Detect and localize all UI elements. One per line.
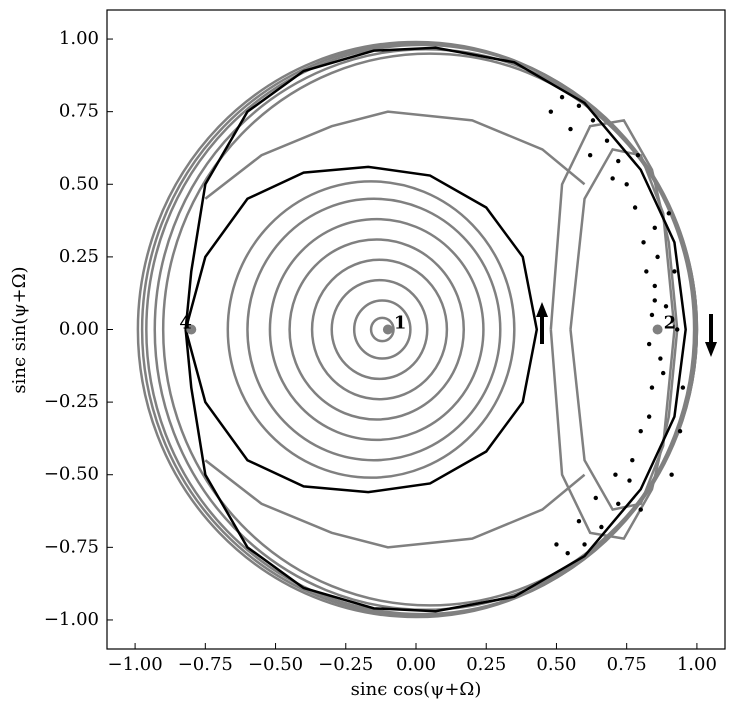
contour-curve: [569, 148, 676, 511]
contour-circle: [246, 197, 502, 462]
y-tick-label: −0.25: [44, 391, 99, 412]
y-tick-label: 0.25: [59, 246, 99, 267]
cassini-state-label: 2: [664, 313, 677, 334]
contour-circle: [288, 238, 466, 421]
trajectory-point: [632, 205, 638, 210]
trajectory-point: [630, 458, 635, 463]
trajectory-point: [663, 304, 669, 309]
separatrix: [184, 46, 687, 613]
x-tick-label: 0.75: [607, 654, 647, 675]
separatrix: [184, 165, 539, 494]
trajectory-point: [582, 542, 587, 547]
trajectory-point: [610, 176, 615, 181]
trajectory-point: [599, 524, 604, 530]
x-tick-label: −0.75: [178, 654, 233, 675]
cassini-state: [186, 324, 197, 335]
trajectory-point: [627, 478, 632, 483]
trajectory-point: [565, 550, 570, 556]
trajectory-point: [658, 356, 663, 361]
y-tick-label: 1.00: [59, 28, 99, 49]
x-tick-label: 0.50: [536, 654, 576, 675]
trajectory-point: [590, 118, 596, 123]
trajectory-point: [613, 472, 618, 477]
trajectory-point: [669, 472, 674, 477]
trajectory-point: [568, 126, 573, 132]
trajectory-point: [616, 501, 621, 506]
trajectory-point: [652, 283, 657, 289]
trajectory-point: [554, 542, 559, 547]
x-tick-label: −0.25: [318, 654, 373, 675]
contour-circle: [330, 278, 429, 381]
x-tick-label: 0.00: [396, 654, 436, 675]
y-tick-label: −0.50: [44, 464, 99, 485]
x-axis-label: sinϵ cos(ψ+Ω): [351, 679, 482, 700]
contour-curve: [204, 459, 586, 549]
trajectory-point: [559, 94, 565, 100]
x-tick-label: 0.25: [466, 654, 506, 675]
y-tick-label: 0.00: [59, 319, 99, 340]
trajectory-point: [655, 254, 660, 260]
trajectory-point: [666, 211, 672, 216]
y-tick-label: −0.75: [44, 536, 99, 557]
x-tick-label: −0.50: [248, 654, 303, 675]
trajectory-point: [652, 298, 657, 303]
cassini-state-label: 1: [394, 313, 407, 334]
trajectory-point: [675, 327, 680, 332]
trajectory-point: [661, 370, 666, 376]
contour-circle: [161, 52, 699, 607]
trajectory-point: [644, 269, 649, 274]
contour-circle: [369, 316, 395, 343]
trajectory-point: [646, 414, 652, 419]
trajectory-point: [677, 428, 683, 434]
trajectory-point: [624, 182, 629, 187]
trajectory-point: [576, 519, 582, 524]
contour-curve: [204, 110, 586, 200]
trajectory-point: [604, 138, 610, 143]
arrow-down-head: [705, 342, 717, 357]
trajectory-point: [672, 269, 677, 274]
arrow-up-head: [536, 302, 548, 317]
contour-circle: [352, 299, 412, 360]
contour-circle: [268, 217, 485, 442]
cassini-state-label: 4: [179, 313, 192, 334]
contour-circle: [140, 42, 697, 617]
trajectory-point: [635, 153, 641, 158]
cassini-state: [382, 324, 393, 335]
contour-circle: [310, 258, 449, 401]
y-tick-label: 0.50: [59, 173, 99, 194]
arrows: [536, 302, 717, 357]
contour-circle: [136, 40, 696, 619]
cassini-state: [652, 324, 663, 335]
trajectory-point: [576, 103, 582, 109]
y-axis-label: sinϵ sin(ψ+Ω): [9, 266, 30, 393]
trajectory-point: [616, 158, 621, 164]
y-tick-label: −1.00: [44, 609, 99, 630]
trajectory-point: [548, 109, 554, 114]
trajectory-point: [593, 495, 598, 501]
trajectory-point: [587, 153, 593, 158]
trajectory-point: [638, 428, 643, 434]
x-tick-label: −1.00: [108, 654, 163, 675]
trajectory-point: [649, 312, 655, 318]
plot-frame: [106, 9, 726, 650]
y-tick-label: 0.75: [59, 101, 99, 122]
trajectory-point: [649, 385, 655, 390]
trajectory-point: [680, 385, 686, 390]
trajectory-point: [641, 240, 646, 245]
trajectory-point: [638, 507, 643, 512]
x-tick-label: 1.00: [677, 654, 717, 675]
trajectory-point: [646, 341, 652, 347]
contour-circle: [226, 180, 516, 479]
trajectory-point: [652, 225, 657, 231]
